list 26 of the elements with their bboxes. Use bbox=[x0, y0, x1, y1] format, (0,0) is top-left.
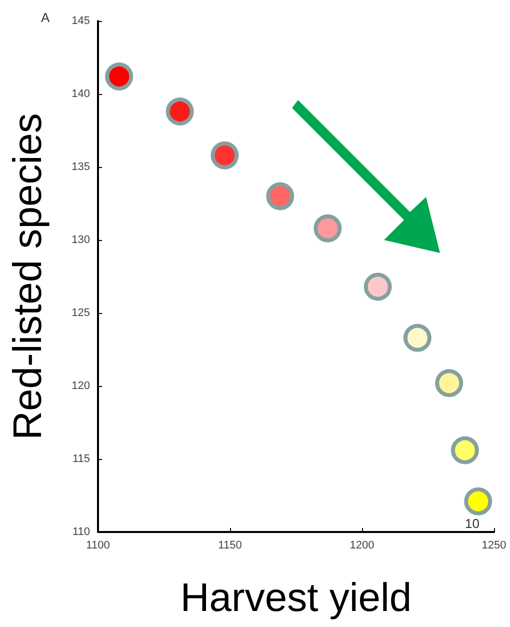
point bbox=[105, 62, 134, 90]
annotation: 10 bbox=[465, 516, 480, 531]
y-axis-title: Red-listed species bbox=[6, 113, 50, 440]
point bbox=[314, 214, 342, 242]
text: A bbox=[41, 10, 50, 25]
point bbox=[450, 436, 479, 464]
x-tick-label: 1150 bbox=[218, 540, 242, 552]
y-tick-label: 145 bbox=[72, 15, 90, 27]
x-axis-title: Harvest yield bbox=[180, 576, 412, 620]
point bbox=[166, 98, 194, 126]
point bbox=[435, 369, 464, 398]
point bbox=[464, 487, 492, 516]
y-tick-label: 110 bbox=[72, 526, 90, 538]
x-tick-label: 1200 bbox=[350, 540, 374, 552]
y-tick-label: 125 bbox=[72, 307, 90, 319]
y-tick-label: 130 bbox=[72, 234, 90, 246]
y-tick-label: 115 bbox=[72, 453, 90, 465]
point bbox=[266, 182, 294, 210]
point bbox=[210, 141, 239, 170]
point bbox=[364, 272, 392, 301]
point bbox=[403, 324, 432, 352]
y-tick-label: 135 bbox=[72, 161, 90, 173]
x-tick-label: 1100 bbox=[86, 540, 110, 552]
x-tick-label: 1250 bbox=[482, 540, 506, 552]
y-tick-label: 120 bbox=[72, 380, 90, 392]
y-tick-label: 140 bbox=[72, 88, 90, 100]
